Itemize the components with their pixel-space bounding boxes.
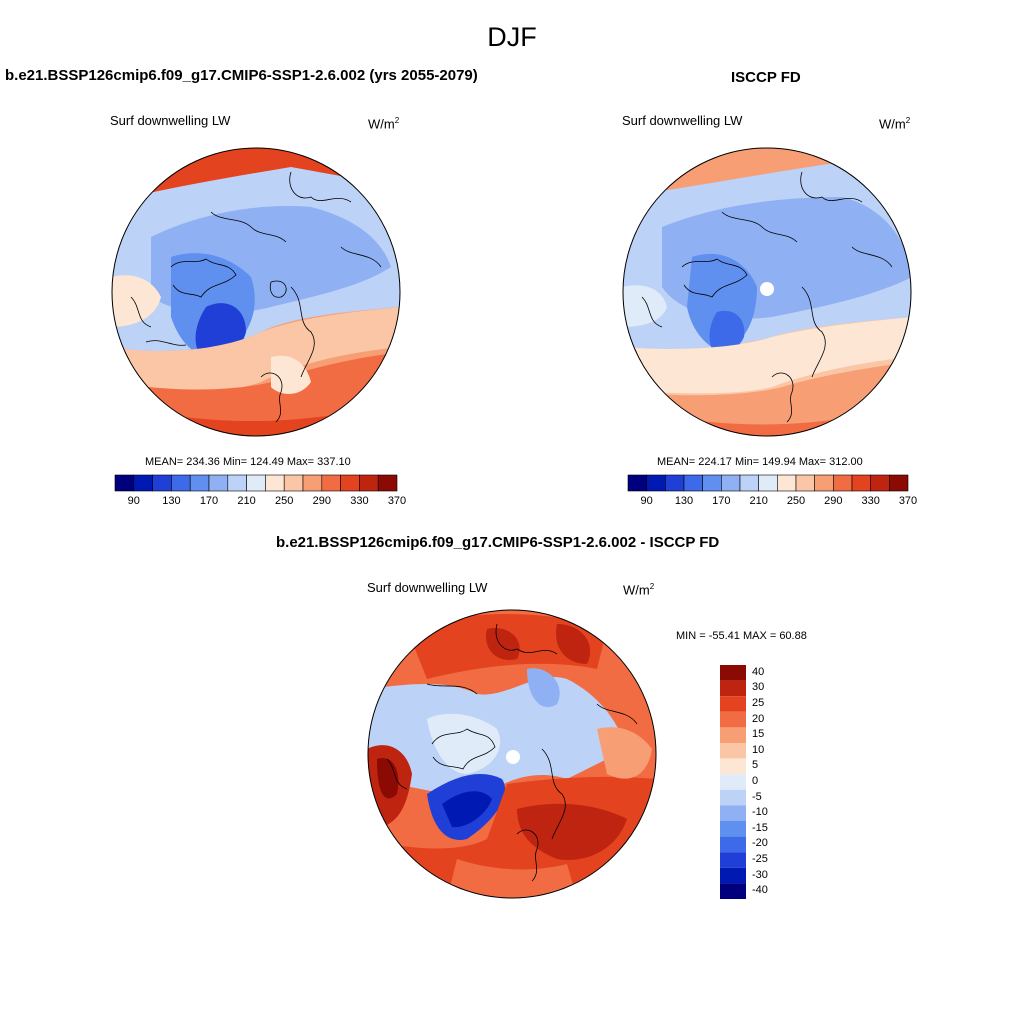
colorbar-tick-label: 290 — [824, 495, 843, 507]
colorbar-swatch — [720, 665, 746, 681]
model-polar-map — [111, 147, 401, 437]
colorbar-swatch — [227, 474, 247, 492]
colorbar-swatch — [720, 867, 746, 884]
colorbar-swatch — [114, 474, 135, 492]
colorbar-swatch — [720, 805, 746, 821]
model-variable-label: Surf downwelling LW — [110, 113, 231, 128]
diff-colorbar-ticks: 40 30 25 20 15 10 5 0 -5 -10 -15 -20 -25 -30 -40 — [752, 665, 782, 899]
colorbar-tick-label: -25 — [752, 853, 768, 865]
model-stats: MEAN= 234.36 Min= 124.49 Max= 337.10 — [145, 456, 351, 468]
colorbar-swatch — [683, 474, 703, 492]
colorbar-swatch — [171, 474, 191, 492]
colorbar-tick-label: 15 — [752, 728, 765, 741]
colorbar-tick-label: -5 — [752, 790, 762, 803]
colorbar-swatch — [720, 758, 746, 775]
colorbar-tick-label: -30 — [752, 868, 768, 881]
obs-units-label: W/m2 — [879, 116, 911, 132]
colorbar-tick-label: 130 — [674, 495, 694, 507]
colorbar-tick-label: -40 — [752, 884, 768, 897]
colorbar-tick-label: 5 — [752, 759, 759, 772]
colorbar-swatch — [720, 774, 746, 790]
colorbar-swatch — [721, 474, 741, 492]
colorbar-swatch — [340, 474, 360, 492]
colorbar-tick-label: 250 — [786, 495, 806, 507]
diff-panel-title: b.e21.BSSP126cmip6.f09_g17.CMIP6-SSP1-2.… — [276, 534, 720, 551]
diff-units-label: W/m2 — [623, 582, 655, 598]
colorbar-swatch — [720, 727, 746, 743]
colorbar-swatch — [189, 474, 210, 492]
colorbar-tick-label: 210 — [749, 495, 768, 507]
colorbar-tick-label: 25 — [752, 697, 765, 709]
colorbar-swatch — [377, 474, 398, 492]
colorbar-swatch — [720, 821, 746, 837]
colorbar-swatch — [246, 474, 266, 492]
model-colorbar — [114, 474, 398, 492]
colorbar-swatch — [702, 474, 722, 492]
diff-stats: MIN = -55.41 MAX = 60.88 — [676, 630, 807, 642]
diff-variable-label: Surf downwelling LW — [367, 580, 488, 595]
obs-colorbar — [627, 474, 909, 492]
colorbar-tick-label: 0 — [752, 775, 759, 787]
colorbar-swatch — [646, 474, 666, 492]
obs-colorbar-ticks: 90 130 170 210 250 290 330 370 — [628, 495, 918, 509]
colorbar-swatch — [720, 836, 746, 853]
colorbar-tick-label: 250 — [275, 495, 294, 507]
colorbar-swatch — [851, 474, 871, 492]
colorbar-swatch — [321, 474, 341, 492]
colorbar-swatch — [720, 789, 746, 806]
colorbar-swatch — [739, 474, 759, 492]
colorbar-swatch — [208, 474, 229, 492]
colorbar-tick-label: 170 — [712, 495, 731, 507]
colorbar-tick-label: 40 — [752, 665, 765, 678]
colorbar-tick-label: -15 — [752, 821, 768, 834]
colorbar-swatch — [359, 474, 379, 492]
colorbar-tick-label: 90 — [127, 495, 140, 507]
colorbar-tick-label: 30 — [752, 681, 765, 694]
colorbar-swatch — [889, 474, 909, 492]
colorbar-swatch — [133, 474, 153, 492]
colorbar-swatch — [758, 474, 778, 492]
colorbar-swatch — [720, 743, 746, 759]
colorbar-swatch — [720, 883, 746, 899]
colorbar-tick-label: 330 — [861, 495, 880, 507]
obs-variable-label: Surf downwelling LW — [622, 113, 743, 128]
colorbar-tick-label: 370 — [898, 495, 918, 507]
colorbar-swatch — [795, 474, 815, 492]
model-units-label: W/m2 — [368, 116, 400, 132]
colorbar-tick-label: 90 — [640, 495, 653, 507]
colorbar-swatch — [720, 711, 746, 728]
diff-polar-map — [367, 609, 657, 899]
colorbar-swatch — [665, 474, 685, 492]
colorbar-swatch — [833, 474, 853, 492]
colorbar-tick-label: -10 — [752, 806, 768, 819]
colorbar-swatch — [265, 474, 285, 492]
colorbar-swatch — [814, 474, 834, 492]
colorbar-tick-label: 370 — [387, 495, 407, 507]
model-panel-title: b.e21.BSSP126cmip6.f09_g17.CMIP6-SSP1-2.… — [5, 67, 478, 84]
model-colorbar-ticks: 90 130 170 210 250 290 330 370 — [115, 495, 407, 509]
colorbar-tick-label: 130 — [162, 495, 181, 507]
colorbar-tick-label: 210 — [237, 495, 256, 507]
colorbar-tick-label: -20 — [752, 837, 768, 850]
colorbar-swatch — [720, 852, 746, 868]
colorbar-swatch — [152, 474, 172, 492]
colorbar-tick-label: 330 — [350, 495, 369, 507]
colorbar-swatch — [720, 696, 746, 712]
colorbar-swatch — [627, 474, 647, 492]
colorbar-tick-label: 20 — [752, 712, 765, 725]
colorbar-tick-label: 170 — [199, 495, 219, 507]
colorbar-tick-label: 290 — [312, 495, 331, 507]
diff-colorbar — [720, 665, 746, 899]
main-title: DJF — [487, 22, 537, 52]
colorbar-swatch — [720, 680, 746, 697]
colorbar-swatch — [870, 474, 890, 492]
colorbar-swatch — [302, 474, 323, 492]
colorbar-swatch — [777, 474, 797, 492]
obs-stats: MEAN= 224.17 Min= 149.94 Max= 312.00 — [657, 456, 863, 468]
colorbar-swatch — [283, 474, 304, 492]
colorbar-tick-label: 10 — [752, 743, 765, 756]
obs-panel-title: ISCCP FD — [731, 69, 801, 86]
obs-polar-map — [622, 147, 912, 437]
